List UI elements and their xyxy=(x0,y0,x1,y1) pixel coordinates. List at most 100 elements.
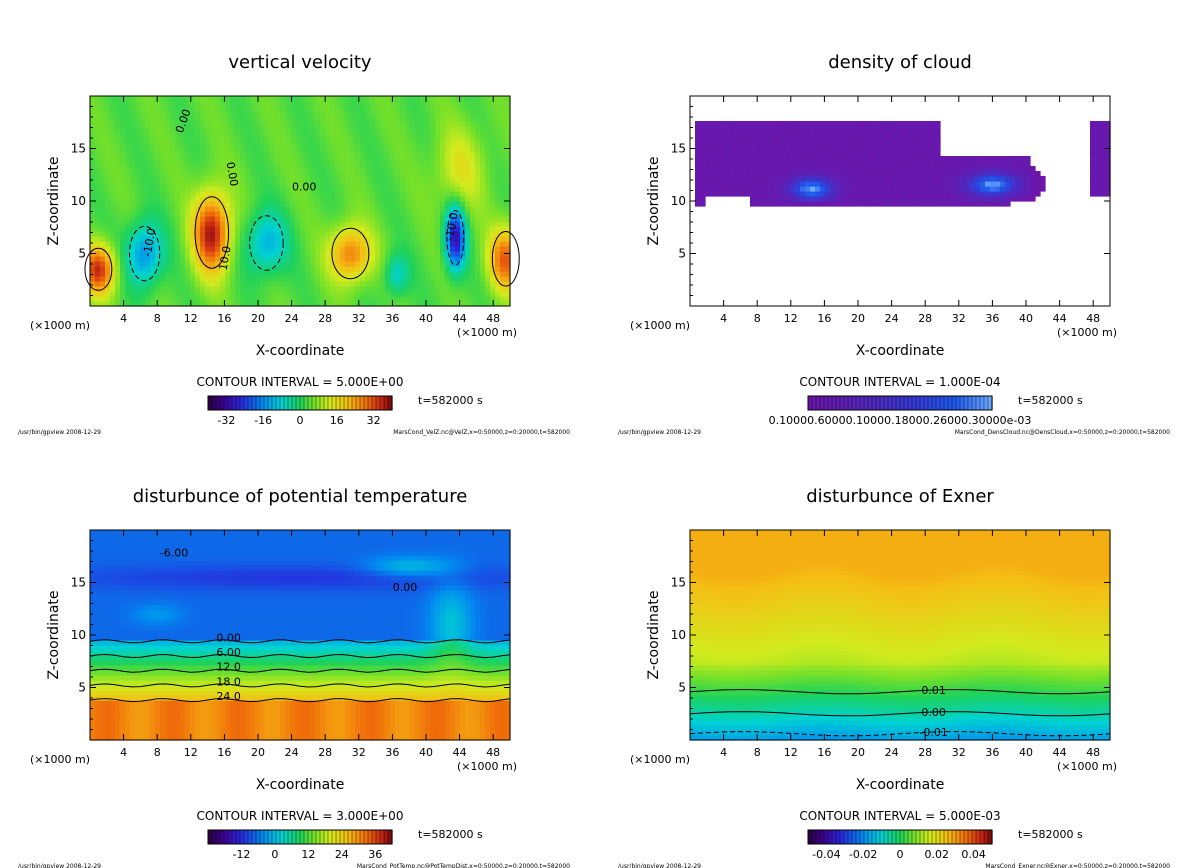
heatmap-cell xyxy=(355,156,361,162)
heatmap-cell xyxy=(375,256,381,262)
colorbar-cell xyxy=(944,396,948,410)
heatmap-cell xyxy=(425,156,431,162)
heatmap-cell xyxy=(105,615,111,621)
heatmap-cell xyxy=(190,286,196,292)
heatmap-cell xyxy=(465,106,471,112)
heatmap-cell xyxy=(1030,171,1036,177)
heatmap-cell xyxy=(330,121,336,127)
heatmap-cell xyxy=(410,96,416,102)
heatmap-cell xyxy=(335,186,341,192)
heatmap-cell xyxy=(255,156,261,162)
heatmap-cell xyxy=(460,151,466,157)
heatmap-cell xyxy=(1100,121,1106,127)
heatmap-cell xyxy=(765,171,771,177)
heatmap-cell xyxy=(410,256,416,262)
colorbar-cell xyxy=(340,396,344,410)
heatmap-cell xyxy=(255,106,261,112)
heatmap-cell xyxy=(890,131,896,137)
heatmap-cell xyxy=(355,221,361,227)
heatmap-cell xyxy=(145,201,151,207)
heatmap-cell xyxy=(245,101,251,107)
heatmap-cell xyxy=(135,111,141,117)
heatmap-cell xyxy=(365,271,371,277)
heatmap-cell xyxy=(350,271,356,277)
heatmap-cell xyxy=(400,296,406,302)
heatmap-cell xyxy=(750,176,756,182)
heatmap-cell xyxy=(765,121,771,127)
heatmap-cell xyxy=(975,161,981,167)
heatmap-cell xyxy=(445,131,451,137)
heatmap-cell xyxy=(335,181,341,187)
heatmap-cell xyxy=(325,186,331,192)
colorbar-cell xyxy=(232,396,236,410)
heatmap-cell xyxy=(805,156,811,162)
heatmap-cell xyxy=(895,136,901,142)
heatmap-cell xyxy=(485,206,491,212)
heatmap-cell xyxy=(355,146,361,152)
heatmap-cell xyxy=(270,211,276,217)
heatmap-cell xyxy=(150,156,156,162)
heatmap-cell xyxy=(255,131,261,137)
heatmap-cell xyxy=(485,281,491,287)
heatmap-cell xyxy=(310,151,316,157)
heatmap-cell xyxy=(485,166,491,172)
heatmap-cell xyxy=(320,171,326,177)
heatmap-cell xyxy=(430,181,436,187)
heatmap-cell xyxy=(195,161,201,167)
heatmap-cell xyxy=(350,296,356,302)
heatmap-cell xyxy=(385,246,391,252)
heatmap-cell xyxy=(480,131,486,137)
heatmap-cell xyxy=(820,156,826,162)
heatmap-cell xyxy=(340,256,346,262)
heatmap-cell xyxy=(250,101,256,107)
heatmap-cell xyxy=(410,236,416,242)
heatmap-cell xyxy=(1015,171,1021,177)
heatmap-cell xyxy=(160,161,166,167)
heatmap-cell xyxy=(290,161,296,167)
colorbar-tick-label: -32 xyxy=(217,414,235,427)
heatmap-cell xyxy=(435,171,441,177)
heatmap-cell xyxy=(805,161,811,167)
heatmap-cell xyxy=(240,101,246,107)
heatmap-cell xyxy=(1010,171,1016,177)
heatmap-cell xyxy=(240,151,246,157)
colorbar-cell xyxy=(956,396,960,410)
heatmap-cell xyxy=(400,171,406,177)
heatmap-cell xyxy=(210,166,216,172)
x-axis-label: X-coordinate xyxy=(256,343,345,359)
heatmap-cell xyxy=(420,296,426,302)
heatmap-cell xyxy=(370,271,376,277)
heatmap-cell xyxy=(180,141,186,147)
heatmap-cell xyxy=(475,121,481,127)
heatmap-cell xyxy=(145,111,151,117)
heatmap-cell xyxy=(155,131,161,137)
heatmap-cell xyxy=(400,261,406,267)
heatmap-cell xyxy=(460,186,466,192)
heatmap-cell xyxy=(395,131,401,137)
heatmap-cell xyxy=(280,161,286,167)
colorbar-cell xyxy=(256,396,260,410)
heatmap-cell xyxy=(360,106,366,112)
heatmap-cell xyxy=(105,670,111,676)
heatmap-cell xyxy=(475,126,481,132)
heatmap-cell xyxy=(445,296,451,302)
heatmap-cell xyxy=(210,281,216,287)
heatmap-cell xyxy=(270,276,276,282)
heatmap-cell xyxy=(845,186,851,192)
heatmap-cell xyxy=(990,176,996,182)
heatmap-cell xyxy=(1035,181,1041,187)
heatmap-cell xyxy=(415,146,421,152)
heatmap-cell xyxy=(90,151,96,157)
heatmap-cell xyxy=(795,186,801,192)
heatmap-cell xyxy=(495,121,501,127)
heatmap-cell xyxy=(695,156,701,162)
heatmap-cell xyxy=(185,296,191,302)
heatmap-cell xyxy=(405,141,411,147)
heatmap-cell xyxy=(455,171,461,177)
heatmap-cell xyxy=(715,171,721,177)
heatmap-cell xyxy=(775,161,781,167)
heatmap-cell xyxy=(100,136,106,142)
heatmap-cell xyxy=(800,136,806,142)
heatmap-cell xyxy=(440,141,446,147)
heatmap-cell xyxy=(345,146,351,152)
